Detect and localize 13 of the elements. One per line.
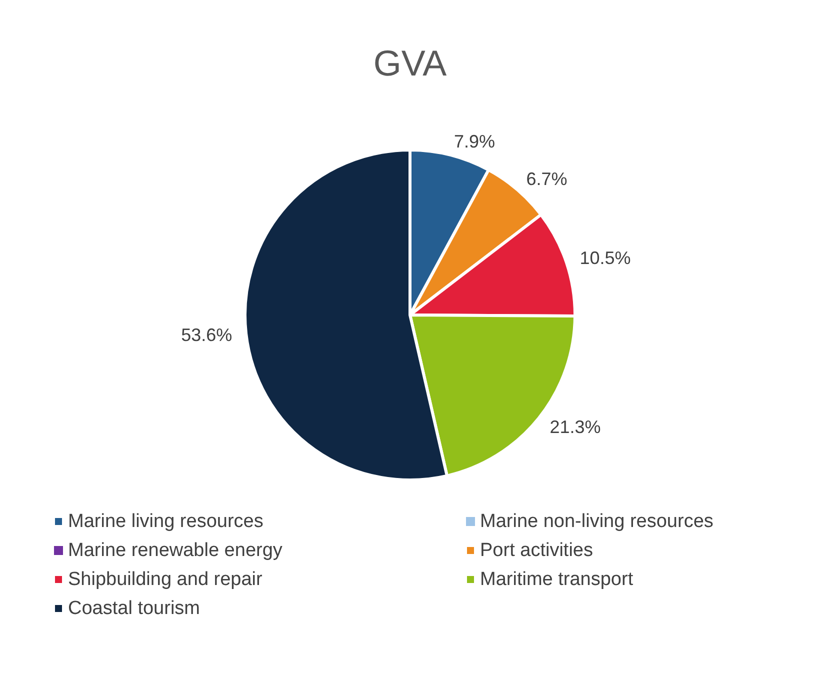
legend-label: Shipbuilding and repair <box>68 569 264 590</box>
chart-title: GVA <box>373 42 447 84</box>
data-label: 6.7% <box>526 168 568 189</box>
legend-label: Marine non-living resources <box>480 511 714 532</box>
data-label: 21.3% <box>550 416 601 437</box>
data-label: 7.9% <box>454 131 495 152</box>
legend-label: Marine living resources <box>68 511 264 532</box>
data-label: 10.5% <box>580 248 631 268</box>
legend-label: Coastal tourism <box>68 598 200 619</box>
data-label: 53.6% <box>181 325 232 346</box>
legend-label: Port activities <box>480 540 593 561</box>
legend-label: Maritime transport <box>480 569 634 590</box>
legend-label: Marine renewable energy <box>68 540 283 561</box>
